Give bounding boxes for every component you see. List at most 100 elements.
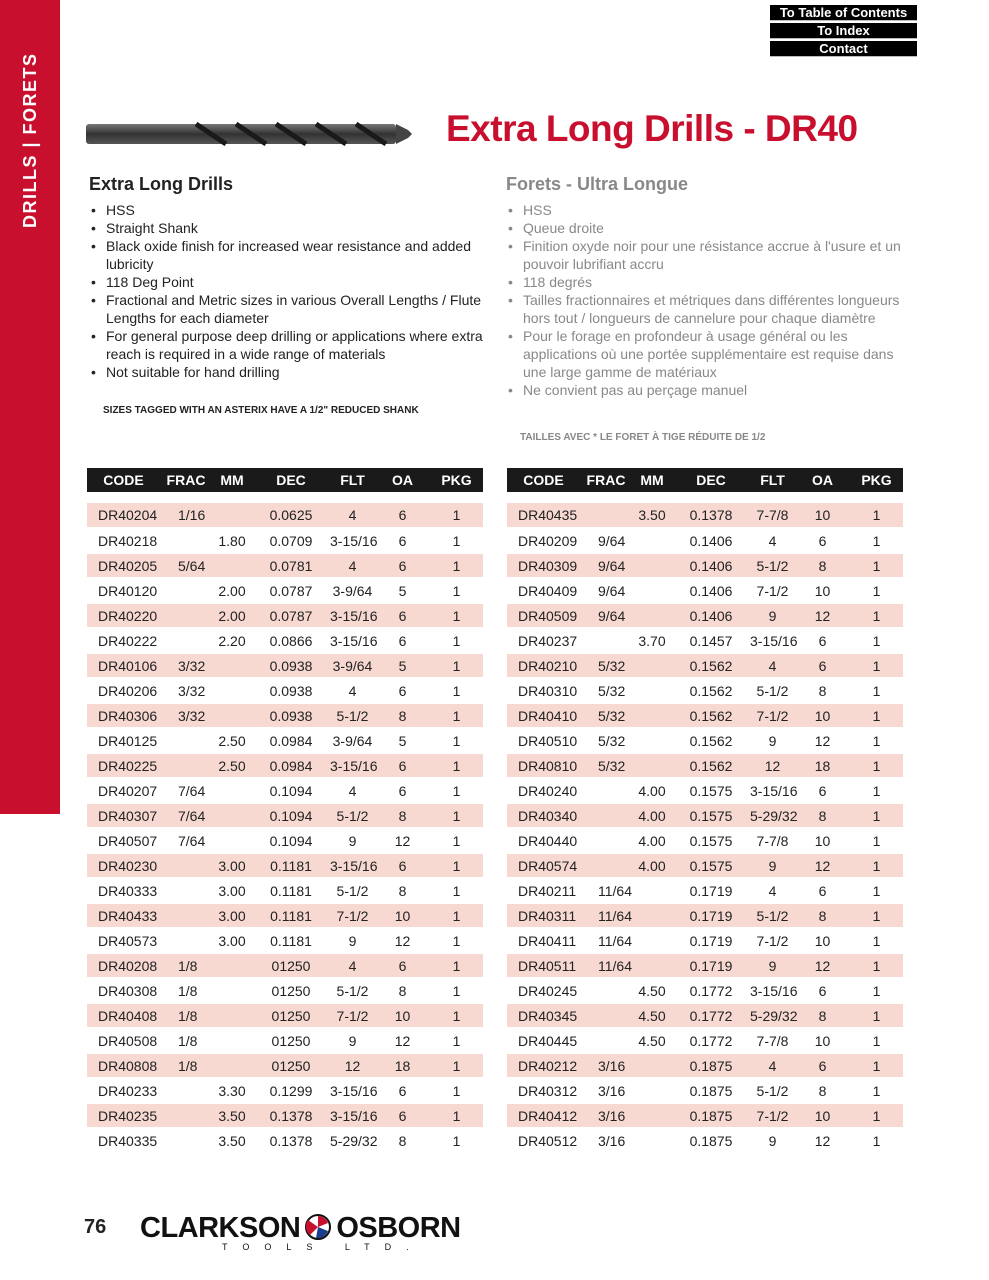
table-of-contents-link[interactable]: To Table of Contents — [770, 5, 917, 21]
cell-mm — [212, 653, 252, 679]
cell-mm: 4.50 — [632, 1003, 672, 1029]
cell-mm: 3.50 — [212, 1103, 252, 1129]
table-row: DR40240 4.00 0.1575 3-15/16 6 1 — [507, 778, 903, 804]
cell-dec: 0.1562 — [672, 653, 750, 679]
table-row: DR40308 1/8 01250 5-1/2 8 1 — [87, 978, 483, 1004]
french-note: TAILLES AVEC * LE FORET À TIGE RÉDUITE D… — [520, 432, 766, 443]
contact-link[interactable]: Contact — [770, 41, 917, 57]
cell-pkg: 1 — [850, 678, 903, 704]
cell-dec: 01250 — [252, 1028, 330, 1054]
cell-pkg: 1 — [430, 728, 483, 754]
cell-mm — [632, 528, 672, 554]
cell-code: DR40220 — [87, 603, 160, 629]
cell-flt: 3-9/64 — [330, 728, 375, 754]
cell-frac: 11/64 — [580, 878, 632, 904]
table-row: DR40220 2.00 0.0787 3-15/16 6 1 — [87, 603, 483, 629]
cell-pkg: 1 — [850, 753, 903, 779]
cell-pkg: 1 — [850, 853, 903, 879]
cell-pkg: 1 — [850, 903, 903, 929]
cell-flt: 12 — [330, 1053, 375, 1079]
cell-code: DR40225 — [87, 753, 160, 779]
feature-item: Pour le forage en profondeur à usage gén… — [506, 327, 906, 381]
cell-frac — [160, 628, 212, 654]
cell-flt: 7-1/2 — [330, 1003, 375, 1029]
cell-code: DR40308 — [87, 978, 160, 1004]
cell-flt: 9 — [750, 853, 795, 879]
cell-flt: 4 — [750, 528, 795, 554]
cell-flt: 4 — [750, 1053, 795, 1079]
cell-oa: 12 — [795, 853, 850, 879]
cell-flt: 9 — [750, 1128, 795, 1154]
cell-dec: 0.1562 — [672, 728, 750, 754]
table-row: DR40345 4.50 0.1772 5-29/32 8 1 — [507, 1003, 903, 1029]
table-row: DR40312 3/16 0.1875 5-1/2 8 1 — [507, 1078, 903, 1104]
cell-code: DR40222 — [87, 628, 160, 654]
cell-code: DR40306 — [87, 703, 160, 729]
table-row: DR40205 5/64 0.0781 4 6 1 — [87, 553, 483, 579]
cell-mm — [212, 978, 252, 1004]
company-logo: CLARKSON OSBORN — [140, 1212, 461, 1244]
cell-mm — [632, 553, 672, 579]
cell-mm: 4.00 — [632, 778, 672, 804]
cell-code: DR40240 — [507, 778, 580, 804]
cell-oa: 8 — [375, 1128, 430, 1154]
cell-flt: 7-1/2 — [750, 578, 795, 604]
cell-code: DR40509 — [507, 603, 580, 629]
cell-code: DR40408 — [87, 1003, 160, 1029]
cell-oa: 5 — [375, 653, 430, 679]
cell-oa: 12 — [795, 953, 850, 979]
cell-mm — [632, 953, 672, 979]
cell-frac: 9/64 — [580, 553, 632, 579]
cell-oa: 6 — [375, 853, 430, 879]
cell-code: DR40433 — [87, 903, 160, 929]
cell-code: DR40810 — [507, 753, 580, 779]
cell-frac: 5/32 — [580, 653, 632, 679]
cell-code: DR40307 — [87, 803, 160, 829]
cell-oa: 10 — [795, 1028, 850, 1054]
cell-flt: 9 — [330, 828, 375, 854]
cell-mm — [632, 878, 672, 904]
index-link[interactable]: To Index — [770, 23, 917, 39]
table-row: DR40211 11/64 0.1719 4 6 1 — [507, 878, 903, 904]
cell-dec: 0.1575 — [672, 803, 750, 829]
cell-pkg: 1 — [430, 1053, 483, 1079]
cell-flt: 5-1/2 — [750, 553, 795, 579]
cell-mm: 2.50 — [212, 753, 252, 779]
cell-mm: 4.00 — [632, 828, 672, 854]
cell-oa: 10 — [795, 578, 850, 604]
cell-frac: 5/64 — [160, 553, 212, 579]
cell-oa: 6 — [795, 653, 850, 679]
cell-oa: 5 — [375, 728, 430, 754]
table-row: DR40207 7/64 0.1094 4 6 1 — [87, 778, 483, 804]
cell-code: DR40209 — [507, 528, 580, 554]
cell-frac: 7/64 — [160, 778, 212, 804]
cell-code: DR40440 — [507, 828, 580, 854]
cell-dec: 0.1575 — [672, 828, 750, 854]
cell-frac — [580, 853, 632, 879]
page-number: 76 — [84, 1216, 107, 1238]
cell-flt: 5-29/32 — [330, 1128, 377, 1154]
cell-code: DR40511 — [507, 953, 580, 979]
cell-frac — [160, 1128, 212, 1154]
table-row: DR40106 3/32 0.0938 3-9/64 5 1 — [87, 653, 483, 679]
cell-frac: 1/8 — [160, 1028, 212, 1054]
cell-code: DR40309 — [507, 553, 580, 579]
cell-dec: 0.1406 — [672, 528, 750, 554]
table-row: DR40810 5/32 0.1562 12 18 1 — [507, 753, 903, 779]
cell-mm: 4.00 — [632, 803, 672, 829]
cell-dec: 0.0709 — [252, 528, 330, 554]
cell-frac: 11/64 — [580, 903, 632, 929]
cell-mm — [632, 753, 672, 779]
cell-dec: 0.1181 — [252, 853, 330, 879]
cell-pkg: 1 — [430, 603, 483, 629]
cell-mm — [632, 1078, 672, 1104]
cell-mm — [212, 803, 252, 829]
column-header-code: CODE — [87, 468, 160, 492]
table-row: DR40507 7/64 0.1094 9 12 1 — [87, 828, 483, 854]
cell-code: DR40445 — [507, 1028, 580, 1054]
cell-frac: 3/32 — [160, 678, 212, 704]
cell-pkg: 1 — [850, 978, 903, 1004]
cell-pkg: 1 — [850, 553, 903, 579]
cell-frac — [580, 978, 632, 1004]
cell-code: DR40218 — [87, 528, 160, 554]
